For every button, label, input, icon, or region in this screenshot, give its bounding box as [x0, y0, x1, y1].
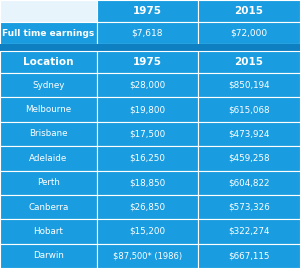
Bar: [97, 244, 198, 268]
Bar: [97, 0, 198, 22]
Bar: [198, 195, 300, 219]
Text: $473,924: $473,924: [228, 129, 270, 139]
Text: $26,850: $26,850: [129, 203, 166, 211]
Text: 2015: 2015: [235, 6, 263, 16]
Bar: [198, 22, 300, 44]
Bar: [198, 146, 300, 170]
Bar: [0, 73, 97, 97]
Text: $16,250: $16,250: [130, 154, 166, 163]
Text: $28,000: $28,000: [129, 81, 166, 90]
Bar: [0, 195, 97, 219]
Text: $19,800: $19,800: [129, 105, 166, 114]
Text: $17,500: $17,500: [129, 129, 166, 139]
Text: $7,618: $7,618: [132, 28, 163, 38]
Text: $667,115: $667,115: [228, 251, 270, 260]
Text: Darwin: Darwin: [33, 251, 64, 260]
Bar: [97, 22, 198, 44]
Text: $18,850: $18,850: [129, 178, 166, 187]
Text: $604,822: $604,822: [228, 178, 270, 187]
Bar: [97, 122, 198, 146]
Bar: [0, 44, 300, 51]
Bar: [97, 195, 198, 219]
Bar: [198, 0, 300, 22]
Bar: [198, 244, 300, 268]
Text: 2015: 2015: [235, 57, 263, 67]
Bar: [97, 219, 198, 244]
Text: Perth: Perth: [37, 178, 60, 187]
Bar: [97, 51, 198, 73]
Text: $15,200: $15,200: [129, 227, 166, 236]
Text: $459,258: $459,258: [228, 154, 270, 163]
Bar: [97, 73, 198, 97]
Text: $615,068: $615,068: [228, 105, 270, 114]
Text: Hobart: Hobart: [34, 227, 63, 236]
Bar: [97, 170, 198, 195]
Bar: [0, 97, 97, 122]
Bar: [0, 0, 97, 22]
Bar: [0, 22, 97, 44]
Bar: [198, 97, 300, 122]
Text: Adelaide: Adelaide: [29, 154, 68, 163]
Text: $87,500* (1986): $87,500* (1986): [113, 251, 182, 260]
Bar: [0, 244, 97, 268]
Bar: [97, 97, 198, 122]
Text: $573,326: $573,326: [228, 203, 270, 211]
Bar: [198, 170, 300, 195]
Text: Location: Location: [23, 57, 74, 67]
Text: Canberra: Canberra: [28, 203, 69, 211]
Text: $72,000: $72,000: [230, 28, 268, 38]
Text: 1975: 1975: [133, 6, 162, 16]
Bar: [97, 146, 198, 170]
Bar: [0, 170, 97, 195]
Bar: [0, 51, 97, 73]
Text: $322,274: $322,274: [228, 227, 270, 236]
Text: Brisbane: Brisbane: [29, 129, 68, 139]
Bar: [198, 122, 300, 146]
Text: 1975: 1975: [133, 57, 162, 67]
Text: $850,194: $850,194: [228, 81, 270, 90]
Bar: [0, 219, 97, 244]
Text: Melbourne: Melbourne: [26, 105, 72, 114]
Text: Sydney: Sydney: [32, 81, 65, 90]
Bar: [198, 73, 300, 97]
Bar: [198, 219, 300, 244]
Bar: [198, 51, 300, 73]
Bar: [0, 122, 97, 146]
Text: Full time earnings: Full time earnings: [2, 28, 94, 38]
Bar: [0, 146, 97, 170]
